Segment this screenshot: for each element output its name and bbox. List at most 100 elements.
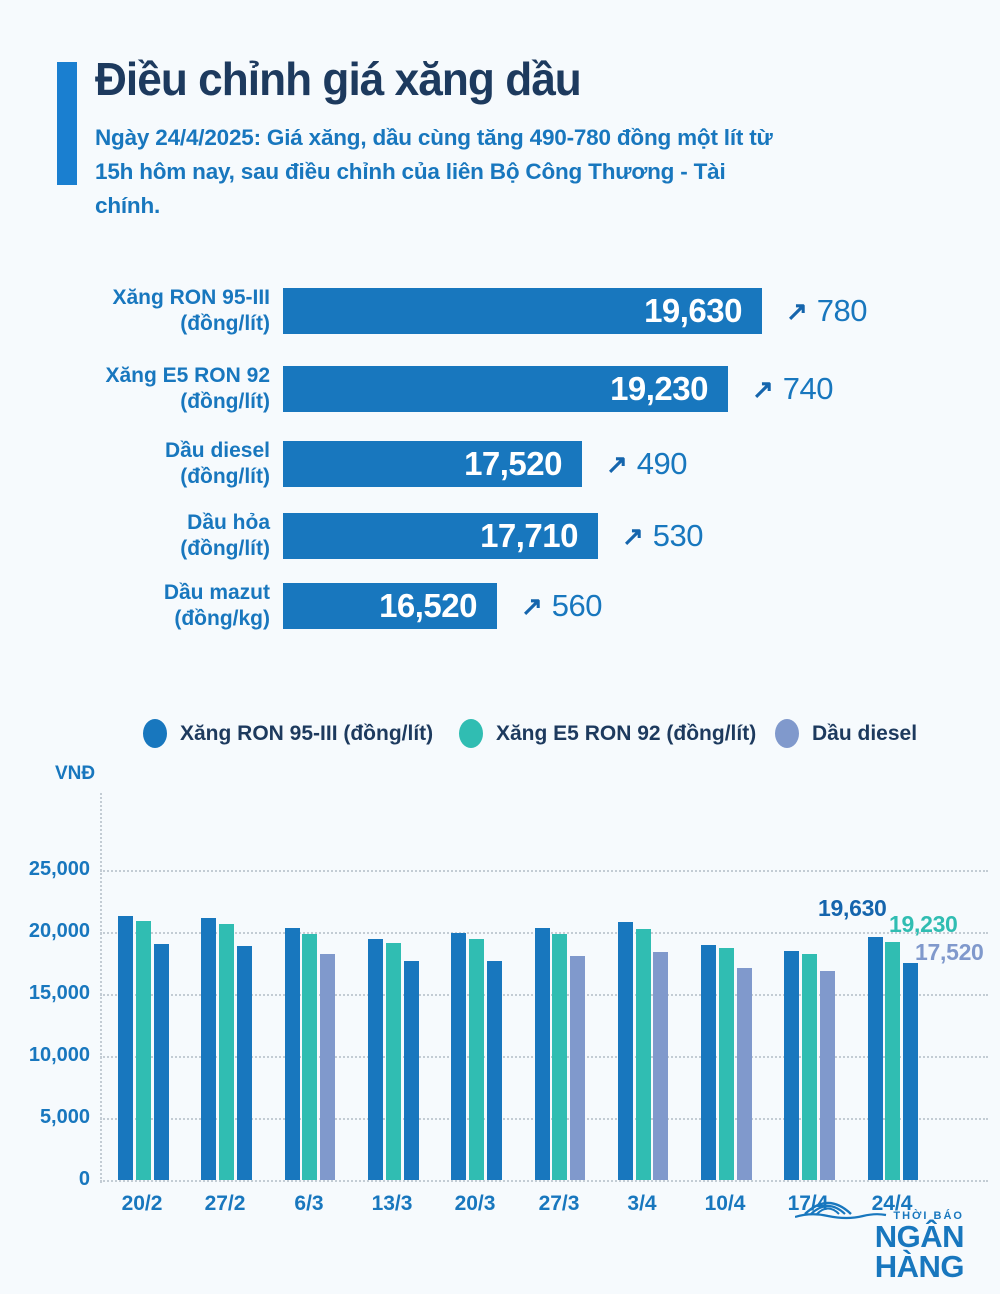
x-axis-label-10/4: 10/4: [704, 1192, 746, 1215]
x-axis-label-3/4: 3/4: [627, 1192, 657, 1215]
x-axis-label-24/4: 24/4: [871, 1192, 913, 1215]
legend-item-e5ron92: Xăng E5 RON 92 (đồng/lít): [459, 719, 756, 748]
legend-item-ron95: Xăng RON 95-III (đồng/lít): [143, 719, 433, 748]
bar-series3-20/2: [154, 944, 169, 1180]
up-arrow-icon: ↗: [521, 590, 543, 621]
bar-series3-24/4: [903, 963, 918, 1180]
bar-series1-10/4: [701, 945, 716, 1180]
up-arrow-icon: ↗: [622, 520, 644, 551]
price-value: 19,630: [644, 292, 742, 329]
bar-series1-6/3: [285, 928, 300, 1180]
price-change: ↗ 560: [521, 588, 603, 624]
bar-series1-24/4: [868, 937, 883, 1180]
change-value: 780: [816, 293, 868, 328]
bar-series2-27/3: [552, 934, 567, 1180]
price-bar: 16,520: [283, 583, 497, 629]
x-axis-label-13/3: 13/3: [371, 1192, 413, 1215]
bar-series3-3/4: [653, 952, 668, 1180]
bar-series2-13/3: [386, 943, 401, 1180]
price-value: 19,230: [610, 370, 708, 407]
bar-series1-27/2: [201, 918, 216, 1180]
bar-series3-20/3: [487, 961, 502, 1180]
fuel-label: Xăng E5 RON 92 (đồng/lít): [105, 364, 270, 413]
price-bar: 19,230: [283, 366, 728, 412]
price-bar: 19,630: [283, 288, 762, 334]
x-axis-label-27/2: 27/2: [204, 1192, 246, 1215]
subtitle-line-1: Ngày 24/4/2025: Giá xăng, dầu cùng tăng …: [95, 125, 773, 150]
logo-text-main: NGÂN HÀNG: [874, 1219, 965, 1284]
bar-series1-3/4: [618, 922, 633, 1180]
bar-series1-17/4: [784, 951, 799, 1180]
up-arrow-icon: ↗: [606, 448, 628, 479]
bar-series2-20/3: [469, 939, 484, 1180]
page-title: Điều chỉnh giá xăng dầu: [95, 53, 582, 105]
gridline-25000: [100, 870, 988, 872]
bar-series3-27/2: [237, 946, 252, 1180]
x-axis-label-27/3: 27/3: [538, 1192, 580, 1215]
up-arrow-icon: ↗: [752, 373, 774, 404]
y-axis-tick: 5,000: [39, 1106, 90, 1128]
y-axis-tick: 10,000: [28, 1044, 90, 1066]
bar-series1-20/2: [118, 916, 133, 1180]
y-axis-tick: 20,000: [28, 920, 90, 942]
price-bar: 17,710: [283, 513, 598, 559]
change-value: 490: [636, 446, 688, 481]
y-axis-tick: 0: [78, 1168, 90, 1190]
page-subtitle: Ngày 24/4/2025: Giá xăng, dầu cùng tăng …: [95, 121, 795, 223]
fuel-label: Xăng RON 95-III (đồng/lít): [112, 286, 270, 335]
bar-series3-17/4: [820, 971, 835, 1180]
up-arrow-icon: ↗: [786, 295, 808, 326]
legend-item-diesel: Dầu diesel: [775, 719, 917, 748]
fuel-label: Dầu mazut (đồng/kg): [163, 581, 270, 630]
price-row-diesel: Dầu diesel (đồng/lít) 17,520 ↗ 490: [60, 439, 688, 488]
fuel-label: Dầu diesel (đồng/lít): [164, 439, 270, 488]
price-change: ↗ 490: [606, 446, 688, 482]
change-value: 740: [782, 371, 834, 406]
x-axis-label-6/3: 6/3: [294, 1192, 324, 1215]
change-value: 560: [551, 588, 603, 623]
title-accent-bar: [57, 62, 77, 185]
bar-value-label: 19,230: [889, 911, 958, 937]
bar-series2-3/4: [636, 929, 651, 1180]
y-axis-tick: 15,000: [28, 982, 90, 1004]
price-change: ↗ 530: [622, 518, 704, 554]
y-axis-line: [100, 793, 102, 1183]
legend-dot-lavender: [775, 719, 799, 748]
bar-series1-20/3: [451, 933, 466, 1180]
bar-series3-27/3: [570, 956, 585, 1180]
bar-series3-6/3: [320, 954, 335, 1180]
bar-series2-10/4: [719, 948, 734, 1180]
logo-text-small: THỜI BÁO: [893, 1210, 964, 1222]
legend-dot-teal: [459, 719, 483, 748]
gridline-0: [100, 1180, 988, 1182]
bar-series1-27/3: [535, 928, 550, 1180]
grouped-bar-chart: VNĐ 25,000 20,000 15,000 10,000 5,000 0 20/2 27…: [0, 755, 1000, 1235]
bar-value-label: 19,630: [818, 895, 887, 921]
bar-series2-6/3: [302, 934, 317, 1180]
bar-value-label: 17,520: [915, 939, 984, 965]
price-bar-chart: Xăng RON 95-III (đồng/lít) 19,630 ↗ 780 …: [60, 286, 960, 633]
nganhang-logo: THỜI BÁO NGÂN HÀNG: [794, 1196, 965, 1284]
bar-series3-13/3: [404, 961, 419, 1180]
bar-series2-17/4: [802, 954, 817, 1180]
price-row-e5ron92: Xăng E5 RON 92 (đồng/lít) 19,230 ↗ 740: [60, 364, 834, 413]
bar-series2-24/4: [885, 942, 900, 1180]
price-value: 17,520: [464, 445, 562, 482]
bar-series2-20/2: [136, 921, 151, 1180]
price-value: 17,710: [480, 517, 578, 554]
price-row-mazut: Dầu mazut (đồng/kg) 16,520 ↗ 560: [60, 581, 603, 630]
subtitle-line-2: 15h hôm nay, sau điều chỉnh của liên Bộ …: [95, 159, 726, 218]
price-bar: 17,520: [283, 441, 582, 487]
x-axis-label-20/3: 20/3: [454, 1192, 496, 1215]
price-row-hoa: Dầu hỏa (đồng/lít) 17,710 ↗ 530: [60, 511, 704, 560]
change-value: 530: [652, 518, 704, 553]
y-axis-unit-label: VNĐ: [55, 763, 96, 784]
logo-wave-icon: [795, 1201, 887, 1220]
price-change: ↗ 740: [752, 371, 834, 407]
price-change: ↗ 780: [786, 293, 868, 329]
bar-series1-13/3: [368, 939, 383, 1180]
bar-series2-27/2: [219, 924, 234, 1180]
y-axis-tick: 25,000: [28, 858, 90, 880]
legend-dot-blue: [143, 719, 167, 748]
